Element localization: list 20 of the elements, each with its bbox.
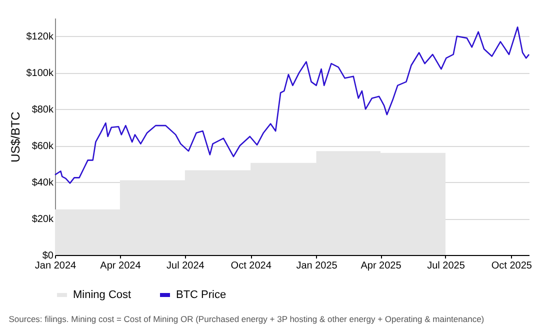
x-tick-label: Apr 2025 bbox=[360, 260, 402, 272]
y-axis-title: US$/BTC bbox=[8, 111, 22, 162]
legend-label: Mining Cost bbox=[73, 289, 132, 301]
y-tick-label: $20k bbox=[32, 214, 54, 226]
legend-label: BTC Price bbox=[176, 289, 226, 301]
y-tick-label: $0 bbox=[42, 250, 54, 262]
y-tick-label: $40k bbox=[32, 178, 54, 189]
x-tick-label: Apr 2024 bbox=[100, 260, 142, 272]
x-tick-label: Jan 2024 bbox=[34, 260, 77, 272]
y-tick-label: $100k bbox=[26, 68, 54, 80]
y-tick-label: $120k bbox=[26, 32, 54, 43]
x-tick-label: Jul 2024 bbox=[166, 260, 205, 272]
source-note: Sources: filings. Mining cost = Cost of Mining OR (Purchased energy + 3P hosting & other energy + Operating & maintenance) bbox=[8, 314, 484, 324]
x-tick-label: Oct 2024 bbox=[230, 260, 272, 272]
x-tick-label: Oct 2025 bbox=[491, 260, 532, 272]
x-tick-label: Jul 2025 bbox=[427, 260, 466, 272]
x-tick-label: Jan 2025 bbox=[296, 260, 338, 272]
line-series bbox=[54, 26, 530, 184]
y-tick-label: $80k bbox=[32, 104, 54, 116]
y-tick-label: $60k bbox=[32, 141, 54, 152]
